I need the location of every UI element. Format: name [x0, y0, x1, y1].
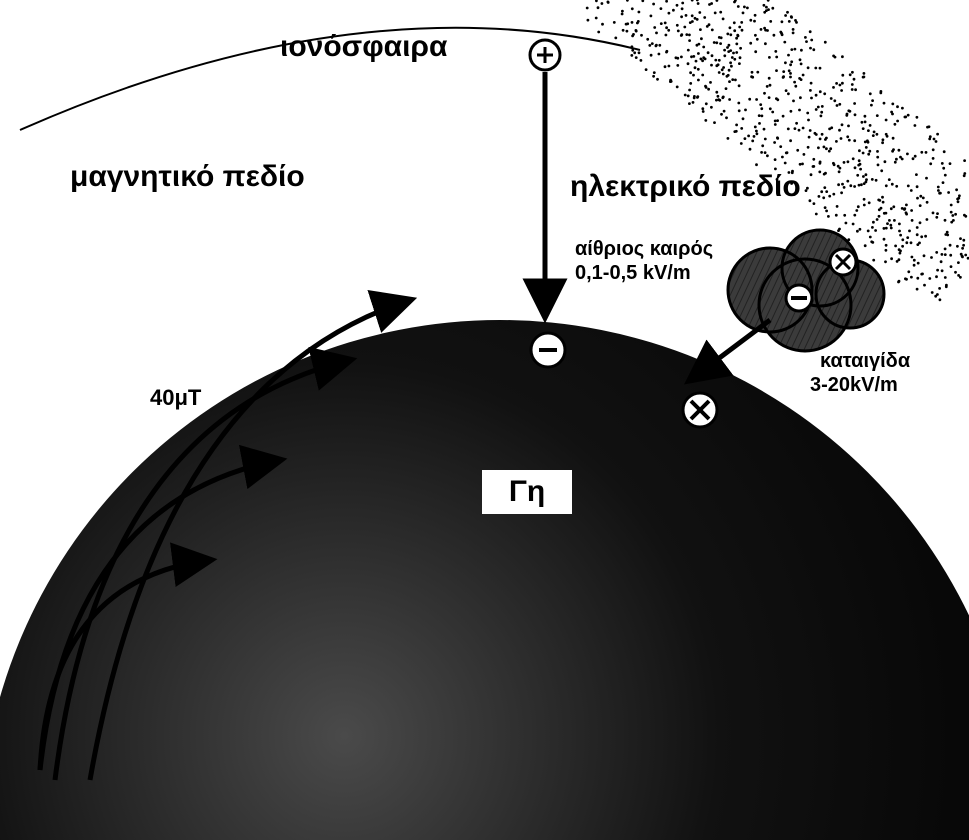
- cloud-charge-minus: [786, 285, 812, 311]
- earth-label: Γη: [482, 470, 572, 514]
- ionosphere-label: ιονόσφαιρα: [280, 30, 447, 64]
- storm-label-1: καταιγίδα: [820, 350, 910, 373]
- earth-x-charge: [683, 393, 717, 427]
- magnetic-field-label: μαγνητικό πεδίο: [70, 160, 305, 194]
- fair-weather-label-2: 0,1-0,5 kV/m: [575, 262, 691, 285]
- cloud-charge-x: [830, 249, 856, 275]
- electric-field-label: ηλεκτρικό πεδίο: [570, 170, 801, 204]
- storm-label-2: 3-20kV/m: [810, 374, 898, 397]
- magnetic-value-label: 40μT: [150, 385, 201, 411]
- cloud-to-earth-arrow: [690, 320, 770, 380]
- fair-weather-label-1: αίθριος καιρός: [575, 238, 713, 261]
- diagram-svg: [0, 0, 969, 840]
- earth-minus-charge: [531, 333, 565, 367]
- ionosphere-arrow: [530, 40, 560, 316]
- diagram-stage: ιονόσφαιρα μαγνητικό πεδίο ηλεκτρικό πεδ…: [0, 0, 969, 840]
